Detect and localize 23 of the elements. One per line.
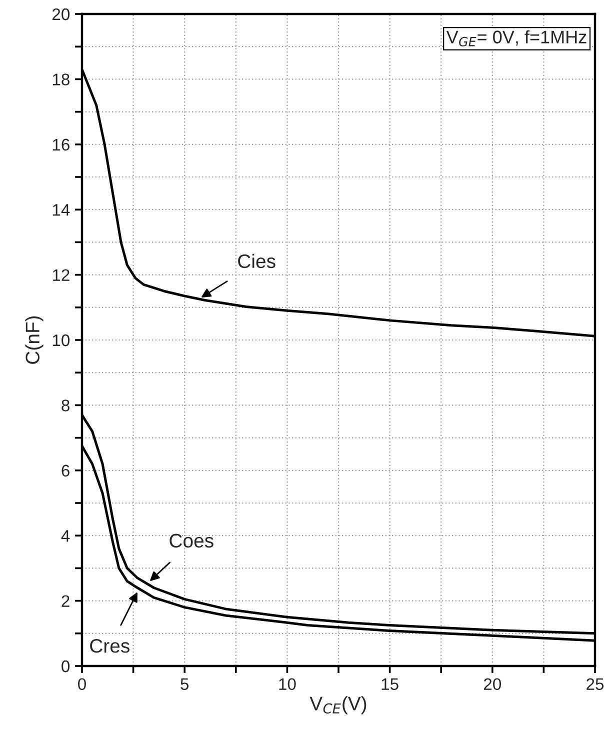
y-tick-label: 0 — [62, 660, 70, 672]
x-axis-title: V$_{CE}$(V) — [310, 696, 366, 714]
y-tick-label: 2 — [62, 595, 70, 607]
y-tick-label: 18 — [52, 74, 70, 86]
x-tick-label: 0 — [78, 678, 86, 690]
annotation: Coes — [170, 534, 214, 548]
x-tick-label: 5 — [180, 678, 189, 690]
x-tick-label: 15 — [382, 678, 398, 690]
y-tick-label: 16 — [52, 138, 70, 151]
annotation: Cies — [238, 254, 276, 268]
x-tick-label: 20 — [484, 678, 502, 690]
annotation: V$_{GE}$= 0V, f=1MHz — [446, 30, 586, 46]
y-tick-label: 6 — [62, 464, 70, 477]
y-axis-title: C(nF) — [25, 316, 44, 364]
y-tick-label: 8 — [62, 400, 70, 412]
x-tick-label: 25 — [586, 678, 604, 690]
y-tick-label: 4 — [61, 530, 70, 542]
y-tick-label: 14 — [52, 204, 70, 216]
annotation: Cres — [90, 639, 130, 653]
y-tick-label: 20 — [52, 8, 70, 20]
x-tick-label: 10 — [279, 678, 296, 690]
y-tick-label: 12 — [52, 269, 70, 281]
y-tick-label: 10 — [52, 334, 70, 346]
